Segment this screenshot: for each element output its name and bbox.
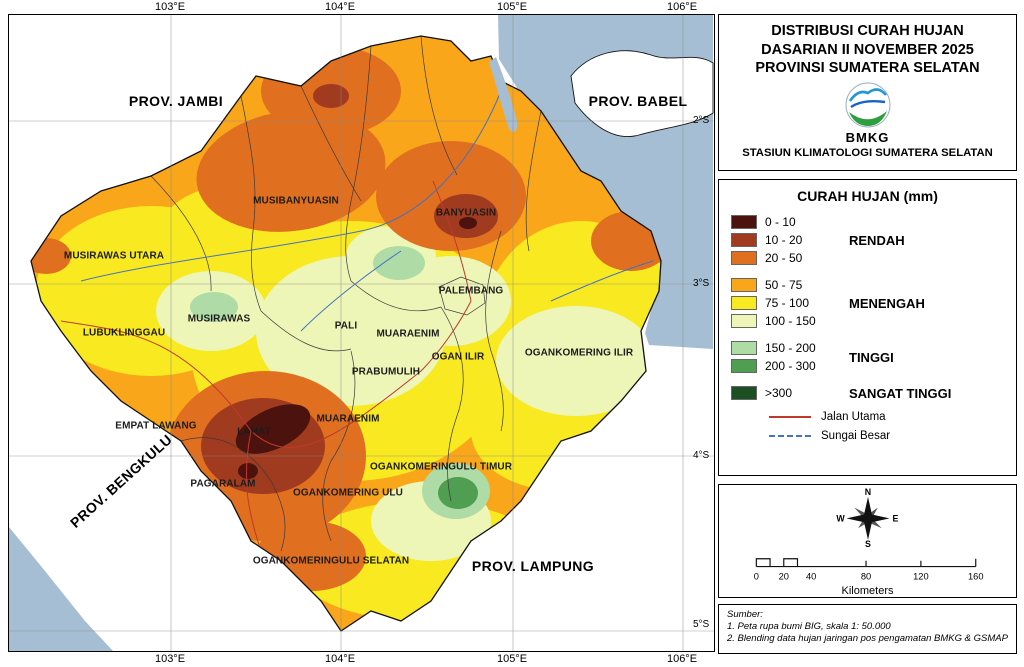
legend-swatch xyxy=(731,215,757,229)
source-heading: Sumber: xyxy=(727,609,763,620)
legend-category: MENENGAH xyxy=(849,295,925,311)
legend-swatch xyxy=(731,341,757,355)
map-frame: PROV. JAMBI PROV. BABEL PROV. BENGKULU P… xyxy=(8,14,715,652)
legend-class-label: 100 - 150 xyxy=(765,314,816,328)
legend-category: RENDAH xyxy=(849,232,905,248)
legend-group-tinggi: 150 - 200 200 - 300 TINGGI xyxy=(731,339,1004,375)
legend-group-rendah: 0 - 10 10 - 20 20 - 50 RENDAH xyxy=(731,213,1004,267)
road-line-sample xyxy=(769,416,811,418)
lat-label: 2°S xyxy=(693,115,710,126)
legend-swatch xyxy=(731,296,757,310)
lon-label-top: 105°E xyxy=(496,1,528,13)
svg-text:E: E xyxy=(892,513,898,523)
bmkg-logo xyxy=(845,82,890,128)
lon-label-bottom: 103°E xyxy=(154,653,186,665)
legend-category: SANGAT TINGGI xyxy=(849,385,952,401)
lon-label-top: 103°E xyxy=(154,1,186,13)
legend-swatch xyxy=(731,251,757,265)
lat-label: 4°S xyxy=(693,450,710,461)
lon-label-top: 106°E xyxy=(666,1,698,13)
rainfall-map xyxy=(9,15,714,651)
river-estuary xyxy=(489,57,518,132)
river-line-sample xyxy=(769,435,811,437)
map-title-line1: DISTRIBUSI CURAH HUJAN xyxy=(771,23,964,39)
legend-swatch xyxy=(731,233,757,247)
source-line: 1. Peta rupa bumi BIG, skala 1: 50.000 xyxy=(727,620,891,632)
rainfall-bands xyxy=(31,36,661,631)
legend-swatch xyxy=(731,359,757,373)
title-panel: DISTRIBUSI CURAH HUJAN DASARIAN II NOVEM… xyxy=(718,14,1017,171)
scale-bar: 0 20 40 80 120 160 xyxy=(753,557,983,581)
river-line-label: Sungai Besar xyxy=(821,430,891,442)
compass-scale-panel: N S W E 0 20 40 80 120 160 Kilometers xyxy=(718,484,1017,598)
station-name: STASIUN KLIMATOLOGI SUMATERA SELATAN xyxy=(742,146,993,159)
lat-label: 3°S xyxy=(693,278,710,289)
lon-label-top: 104°E xyxy=(324,1,356,13)
legend-group-sangat-tinggi: >300 SANGAT TINGGI xyxy=(731,384,1004,402)
legend-class-label: 75 - 100 xyxy=(765,296,810,310)
lon-label-bottom: 106°E xyxy=(666,653,698,665)
scale-unit: Kilometers xyxy=(841,585,894,597)
legend-class-label: 0 - 10 xyxy=(765,215,796,229)
legend-class-label: 50 - 75 xyxy=(765,278,803,292)
legend-class-label: 150 - 200 xyxy=(765,341,816,355)
source-panel: Sumber: 1. Peta rupa bumi BIG, skala 1: … xyxy=(718,604,1017,654)
legend-class-label: 20 - 50 xyxy=(765,251,803,265)
svg-text:N: N xyxy=(864,488,870,497)
map-title-line2: DASARIAN II NOVEMBER 2025 xyxy=(761,41,974,58)
rivers xyxy=(80,90,654,332)
legend-line-river: Sungai Besar xyxy=(769,430,1004,442)
legend-panel: CURAH HUJAN (mm) 0 - 10 10 - 20 20 - 50 … xyxy=(718,179,1017,476)
legend-title: CURAH HUJAN (mm) xyxy=(797,188,938,204)
legend-swatch xyxy=(731,314,757,328)
legend-class-label: 10 - 20 xyxy=(765,233,803,247)
svg-text:80: 80 xyxy=(860,571,870,581)
legend-swatch xyxy=(731,386,757,400)
graticule xyxy=(9,15,714,651)
legend-class-label: 200 - 300 xyxy=(765,359,816,373)
lon-label-bottom: 104°E xyxy=(324,653,356,665)
legend-swatch xyxy=(731,278,757,292)
compass-rose: N S W E xyxy=(836,488,898,547)
svg-text:W: W xyxy=(836,513,845,523)
svg-text:20: 20 xyxy=(778,571,788,581)
map-title-line3: PROVINSI SUMATERA SELATAN xyxy=(755,60,980,77)
district-boundaries xyxy=(150,36,542,552)
lat-label: 5°S xyxy=(693,619,710,630)
road-line-label: Jalan Utama xyxy=(821,411,886,423)
lon-label-bottom: 105°E xyxy=(496,653,528,665)
legend-class-label: >300 xyxy=(765,386,793,400)
bangka-island xyxy=(570,50,714,137)
legend-group-menengah: 50 - 75 75 - 100 100 - 150 MENENGAH xyxy=(731,276,1004,330)
svg-text:120: 120 xyxy=(913,571,929,581)
svg-text:S: S xyxy=(865,539,871,547)
legend-category: TINGGI xyxy=(849,349,894,365)
svg-text:0: 0 xyxy=(753,571,758,581)
bmkg-logo-text: BMKG xyxy=(845,129,890,145)
svg-text:40: 40 xyxy=(806,571,816,581)
legend-line-road: Jalan Utama xyxy=(769,411,1004,423)
source-line: 2. Blending data hujan jaringan pos peng… xyxy=(727,632,1008,644)
svg-text:160: 160 xyxy=(967,571,983,581)
roads xyxy=(60,180,472,546)
